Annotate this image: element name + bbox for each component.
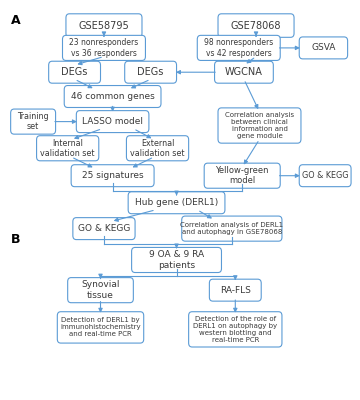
Text: WGCNA: WGCNA [225, 67, 263, 77]
FancyBboxPatch shape [63, 35, 145, 60]
FancyBboxPatch shape [126, 136, 189, 161]
Text: 98 nonresponders
vs 42 responders: 98 nonresponders vs 42 responders [204, 38, 273, 58]
FancyBboxPatch shape [189, 312, 282, 347]
FancyBboxPatch shape [218, 14, 294, 37]
FancyBboxPatch shape [73, 218, 135, 240]
FancyBboxPatch shape [76, 111, 149, 132]
Text: Detection of DERL1 by
immunohistochemistry
and real-time PCR: Detection of DERL1 by immunohistochemist… [60, 318, 141, 338]
Text: Detection of the role of
DERL1 on autophagy by
western blotting and
real-time PC: Detection of the role of DERL1 on autoph… [193, 316, 277, 343]
FancyBboxPatch shape [11, 109, 55, 134]
FancyBboxPatch shape [182, 216, 282, 241]
Text: GSVA: GSVA [311, 44, 336, 52]
Text: External
validation set: External validation set [130, 138, 185, 158]
FancyBboxPatch shape [204, 163, 280, 188]
FancyBboxPatch shape [66, 14, 142, 37]
Text: GSE78068: GSE78068 [231, 20, 281, 30]
Text: RA-FLS: RA-FLS [220, 286, 251, 295]
FancyBboxPatch shape [218, 108, 301, 143]
FancyBboxPatch shape [210, 279, 261, 301]
FancyBboxPatch shape [49, 61, 100, 83]
Text: GSE58795: GSE58795 [78, 20, 129, 30]
FancyBboxPatch shape [71, 165, 154, 187]
Text: 23 nonresponders
vs 36 responders: 23 nonresponders vs 36 responders [69, 38, 139, 58]
Text: A: A [11, 14, 20, 27]
Text: Yellow-green
model: Yellow-green model [215, 166, 269, 185]
Text: Internal
validation set: Internal validation set [40, 138, 95, 158]
Text: DEGs: DEGs [138, 67, 164, 77]
FancyBboxPatch shape [299, 165, 351, 187]
FancyBboxPatch shape [125, 61, 176, 83]
FancyBboxPatch shape [37, 136, 99, 161]
Text: GO & KEGG: GO & KEGG [302, 171, 348, 180]
FancyBboxPatch shape [132, 248, 221, 272]
Text: Hub gene (DERL1): Hub gene (DERL1) [135, 198, 218, 207]
Text: LASSO model: LASSO model [82, 117, 143, 126]
FancyBboxPatch shape [215, 61, 273, 83]
Text: Correlation analysis
between clinical
information and
gene module: Correlation analysis between clinical in… [225, 112, 294, 139]
Text: 9 OA & 9 RA
patients: 9 OA & 9 RA patients [149, 250, 204, 270]
Text: 46 common genes: 46 common genes [71, 92, 154, 101]
FancyBboxPatch shape [57, 312, 144, 343]
FancyBboxPatch shape [64, 86, 161, 108]
FancyBboxPatch shape [299, 37, 348, 59]
Text: 25 signatures: 25 signatures [82, 171, 143, 180]
Text: GO & KEGG: GO & KEGG [78, 224, 130, 233]
Text: Synovial
tissue: Synovial tissue [81, 280, 120, 300]
Text: Training
set: Training set [17, 112, 49, 131]
Text: DEGs: DEGs [62, 67, 88, 77]
FancyBboxPatch shape [128, 192, 225, 214]
Text: Correlation analysis of DERL1
and autophagy in GSE78068: Correlation analysis of DERL1 and autoph… [180, 222, 283, 235]
FancyBboxPatch shape [68, 278, 133, 303]
Text: B: B [11, 233, 20, 246]
FancyBboxPatch shape [197, 35, 280, 60]
